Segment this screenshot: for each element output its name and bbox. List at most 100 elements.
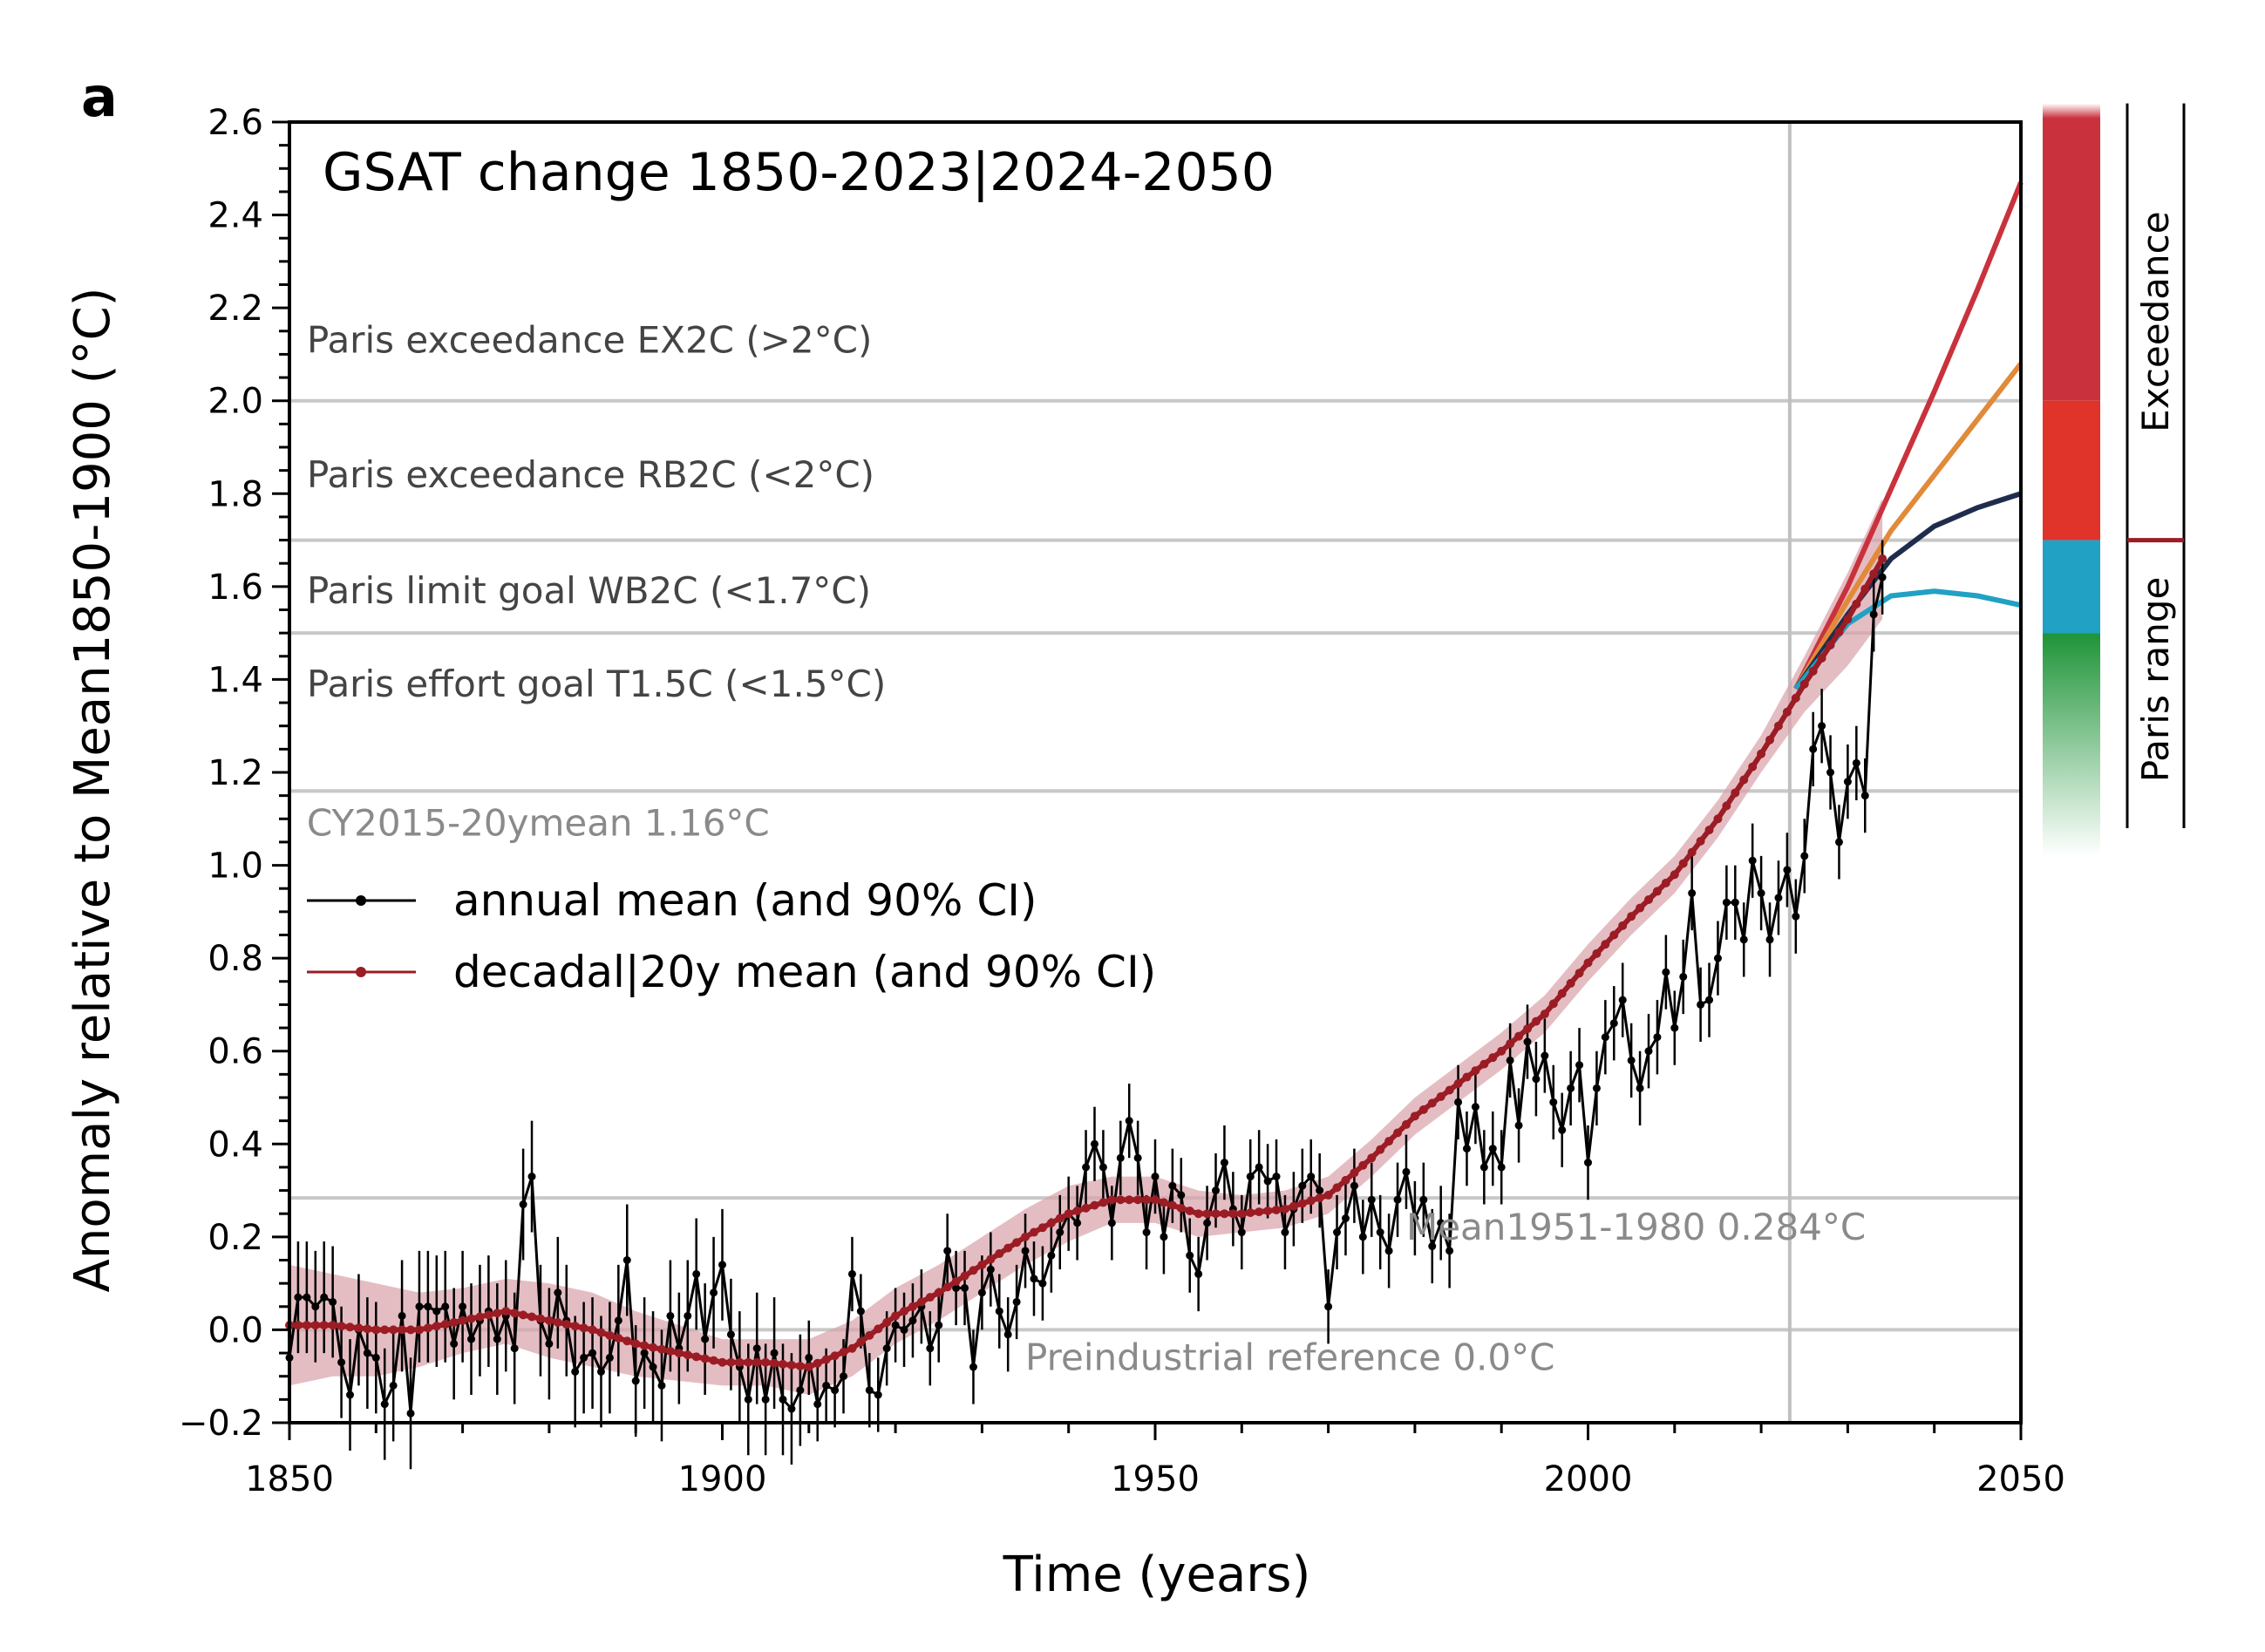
decadal-point-1934 (1012, 1238, 1022, 1247)
annual-point-2001 (1592, 1084, 1601, 1092)
decadal-point-1889 (622, 1336, 632, 1346)
decadal-point-1920 (891, 1311, 901, 1321)
decadal-point-2025 (1799, 679, 1809, 689)
annual-point-1993 (1523, 1037, 1532, 1046)
decadal-point-1852 (302, 1321, 311, 1330)
annual-point-1984 (1445, 1247, 1454, 1255)
annual-point-1994 (1532, 1075, 1541, 1084)
annual-point-1945 (1107, 1219, 1116, 1227)
annual-point-1937 (1038, 1279, 1047, 1288)
decadal-point-1989 (1488, 1053, 1498, 1063)
annual-point-1881 (554, 1288, 562, 1297)
decadal-point-1984 (1445, 1085, 1454, 1095)
decadal-point-1952 (1167, 1200, 1177, 1210)
decadal-point-2018 (1739, 775, 1749, 785)
annual-point-2027 (1818, 722, 1826, 731)
annual-point-1947 (1125, 1117, 1133, 1125)
annual-point-2033 (1869, 610, 1878, 619)
decadal-point-2009 (1661, 878, 1670, 887)
annual-point-1868 (441, 1302, 450, 1311)
annual-point-1857 (346, 1390, 355, 1399)
annual-point-1978 (1393, 1195, 1402, 1204)
decadal-point-1905 (761, 1357, 771, 1367)
annual-point-1972 (1341, 1214, 1350, 1223)
decadal-point-2013 (1696, 836, 1705, 846)
annual-point-2004 (1618, 996, 1627, 1004)
reference-label-4: Mean1951-1980 0.284°C (1406, 1206, 1866, 1248)
x-tick-label-1900: 1900 (678, 1459, 767, 1499)
decadal-point-2011 (1678, 859, 1688, 868)
annual-point-1962 (1255, 1163, 1263, 1172)
annual-point-1903 (744, 1395, 752, 1404)
annual-point-2019 (1748, 856, 1757, 865)
annual-point-1893 (657, 1381, 666, 1390)
decadal-point-1945 (1107, 1195, 1117, 1205)
annual-point-1897 (692, 1269, 701, 1278)
x-tick-label-1850: 1850 (245, 1459, 334, 1499)
decadal-point-1901 (726, 1357, 736, 1367)
decadal-point-1932 (995, 1249, 1004, 1259)
annual-point-1987 (1471, 1103, 1479, 1112)
annual-point-1900 (718, 1261, 726, 1269)
decadal-point-2021 (1765, 735, 1775, 744)
chart-title: GSAT change 1850-2023|2024-2050 (323, 142, 1275, 203)
reference-label-5: Preindustrial reference 0.0°C (1025, 1336, 1554, 1378)
annual-point-2025 (1800, 852, 1809, 860)
annual-point-1933 (1003, 1330, 1012, 1339)
annual-point-1973 (1350, 1181, 1358, 1190)
decadal-point-1899 (709, 1356, 718, 1365)
decadal-point-1876 (510, 1309, 520, 1318)
annual-point-1866 (424, 1302, 432, 1311)
decadal-point-1994 (1531, 1016, 1541, 1026)
annual-point-1949 (1142, 1228, 1151, 1237)
decadal-point-2012 (1687, 847, 1697, 857)
decadal-point-1976 (1376, 1145, 1385, 1154)
decadal-point-1957 (1211, 1209, 1221, 1219)
x-tick-label-2050: 2050 (1976, 1459, 2065, 1499)
decadal-point-1872 (475, 1312, 485, 1322)
annual-point-1974 (1358, 1233, 1367, 1241)
y-axis: −0.2 0.0 0.2 0.4 0.6 0.8 1.0 1.2 1.4 1.6 1.8 2.0 2.2… (179, 103, 289, 1444)
annual-point-2018 (1739, 935, 1748, 944)
decadal-point-1950 (1151, 1195, 1160, 1205)
decadal-point-1956 (1202, 1209, 1212, 1219)
decadal-point-1893 (656, 1344, 666, 1354)
decadal-point-1942 (1081, 1203, 1091, 1213)
annual-point-1932 (995, 1307, 1003, 1315)
decadal-mean-series (285, 554, 1888, 1372)
decadal-point-1951 (1159, 1198, 1168, 1207)
annual-point-1986 (1462, 1145, 1471, 1153)
decadal-point-2004 (1618, 921, 1628, 930)
decadal-point-1907 (779, 1359, 788, 1369)
decadal-point-1873 (484, 1310, 493, 1320)
legend-label-0: annual mean (and 90% CI) (453, 875, 1037, 926)
annual-point-1952 (1168, 1181, 1177, 1190)
annual-point-1877 (519, 1200, 527, 1209)
annual-point-1983 (1437, 1219, 1445, 1227)
reference-label-1: Paris exceedance RB2C (<2°C) (307, 453, 874, 496)
decadal-point-1859 (363, 1324, 372, 1334)
decadal-point-1874 (493, 1309, 502, 1318)
decadal-point-1979 (1401, 1119, 1411, 1129)
annual-point-2021 (1765, 935, 1774, 944)
y-tick-label-6: 1.0 (207, 846, 263, 887)
annual-point-2034 (1878, 573, 1887, 581)
annual-point-1981 (1419, 1195, 1428, 1204)
y-tick-label-9: 1.6 (207, 568, 263, 608)
annual-point-1880 (545, 1339, 554, 1348)
decadal-point-1938 (1046, 1218, 1056, 1227)
annual-point-1865 (415, 1302, 424, 1311)
decadal-point-1948 (1133, 1195, 1143, 1205)
annual-point-1992 (1514, 1121, 1523, 1130)
decadal-point-1851 (293, 1321, 303, 1330)
decadal-point-1908 (786, 1360, 796, 1370)
decadal-point-1854 (319, 1321, 329, 1330)
annual-point-1931 (986, 1265, 995, 1274)
decadal-point-1974 (1358, 1160, 1368, 1170)
decadal-point-1927 (951, 1277, 961, 1287)
decadal-point-1988 (1479, 1059, 1489, 1069)
annual-point-1852 (303, 1293, 311, 1302)
annual-point-1853 (311, 1302, 320, 1311)
decadal-point-1878 (527, 1312, 537, 1322)
decadal-point-1999 (1575, 969, 1584, 978)
